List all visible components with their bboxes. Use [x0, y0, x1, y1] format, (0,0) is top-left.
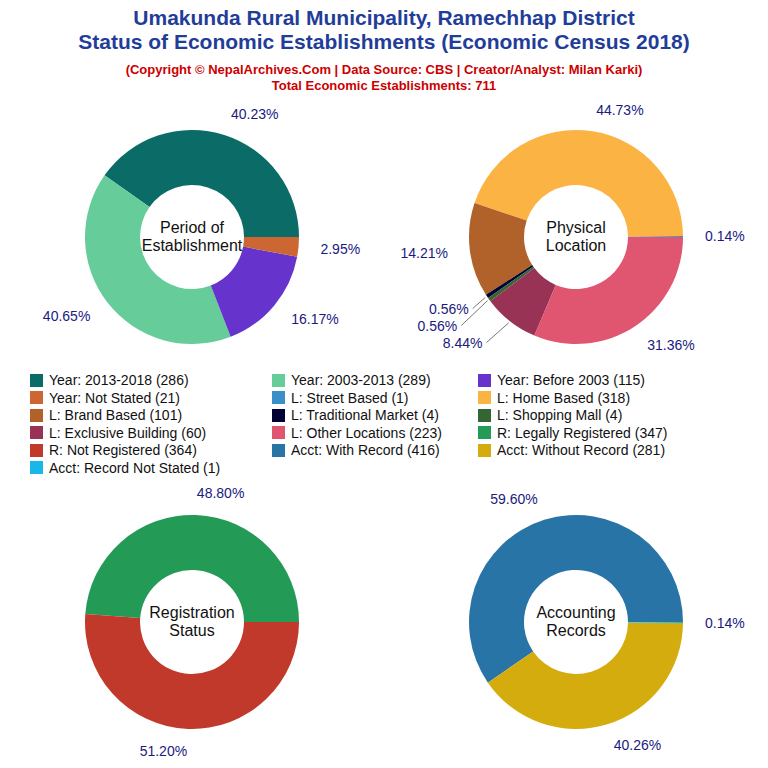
- svg-text:0.56%: 0.56%: [429, 301, 469, 317]
- html-text:R: Not Registered (364): R: Not Registered (364): [49, 442, 197, 458]
- svg-text:40.26%: 40.26%: [614, 737, 661, 753]
- svg-text:59.60%: 59.60%: [490, 491, 537, 507]
- svg-text:0.56%: 0.56%: [418, 318, 458, 334]
- html-text:Umakunda Rural Municipality, R: Umakunda Rural Municipality, Ramechhap D…: [133, 6, 635, 29]
- html-text:Physical Location: Physical Location: [545, 219, 607, 254]
- svg-text:51.20%: 51.20%: [140, 743, 187, 759]
- html-text:L: Shopping Mall (4): L: Shopping Mall (4): [497, 407, 623, 423]
- html-text:L: Exclusive Building (60): L: Exclusive Building (60): [49, 424, 207, 441]
- svg-text:0.14%: 0.14%: [705, 615, 745, 631]
- svg-text:31.36%: 31.36%: [647, 337, 694, 353]
- html-text:Total Economic Establishments:: Total Economic Establishments: 711: [271, 78, 497, 93]
- svg-text:44.73%: 44.73%: [596, 102, 643, 118]
- html-text:Year: 2003-2013 (289): Year: 2003-2013 (289): [291, 372, 431, 388]
- html-text:L: Street Based (1): L: Street Based (1): [291, 389, 409, 406]
- html-text:L: Other Locations (223): L: Other Locations (223): [291, 424, 442, 441]
- html-text:Status of Economic Establishme: Status of Economic Establishments (Econo…: [78, 30, 690, 53]
- html-text:Accounting Records: Accounting Records: [536, 604, 616, 639]
- svg-text:0.14%: 0.14%: [705, 228, 745, 244]
- html-text:(Copyright © NepalArchives.Com: (Copyright © NepalArchives.Com | Data So…: [125, 62, 643, 77]
- html-text:L: Home Based (318): L: Home Based (318): [497, 389, 631, 406]
- html-text:Year: Not Stated (21): Year: Not Stated (21): [49, 389, 180, 406]
- svg-text:16.17%: 16.17%: [291, 311, 338, 327]
- svg-text:14.21%: 14.21%: [401, 245, 448, 261]
- html-text:Acct: Record Not Stated (1): Acct: Record Not Stated (1): [49, 459, 221, 476]
- svg-text:2.95%: 2.95%: [320, 241, 360, 257]
- html-text:Year: Before 2003 (115): Year: Before 2003 (115): [497, 372, 645, 388]
- svg-text:8.44%: 8.44%: [443, 335, 483, 351]
- html-text:Acct: With Record (416): Acct: With Record (416): [291, 442, 440, 458]
- svg-text:48.80%: 48.80%: [197, 485, 244, 501]
- html-text:R: Legally Registered (347): R: Legally Registered (347): [497, 424, 668, 441]
- html-text:Acct: Without Record (281): Acct: Without Record (281): [497, 442, 666, 458]
- html-text:L: Traditional Market (4): L: Traditional Market (4): [291, 407, 439, 423]
- svg-text:40.23%: 40.23%: [231, 106, 278, 122]
- svg-text:40.65%: 40.65%: [43, 308, 90, 324]
- html-text:Year: 2013-2018 (286): Year: 2013-2018 (286): [49, 372, 189, 388]
- html-text:Registration Status: Registration Status: [149, 604, 235, 639]
- html-text:Period of Establishment: Period of Establishment: [141, 219, 243, 254]
- html-text:L: Brand Based (101): L: Brand Based (101): [49, 407, 183, 423]
